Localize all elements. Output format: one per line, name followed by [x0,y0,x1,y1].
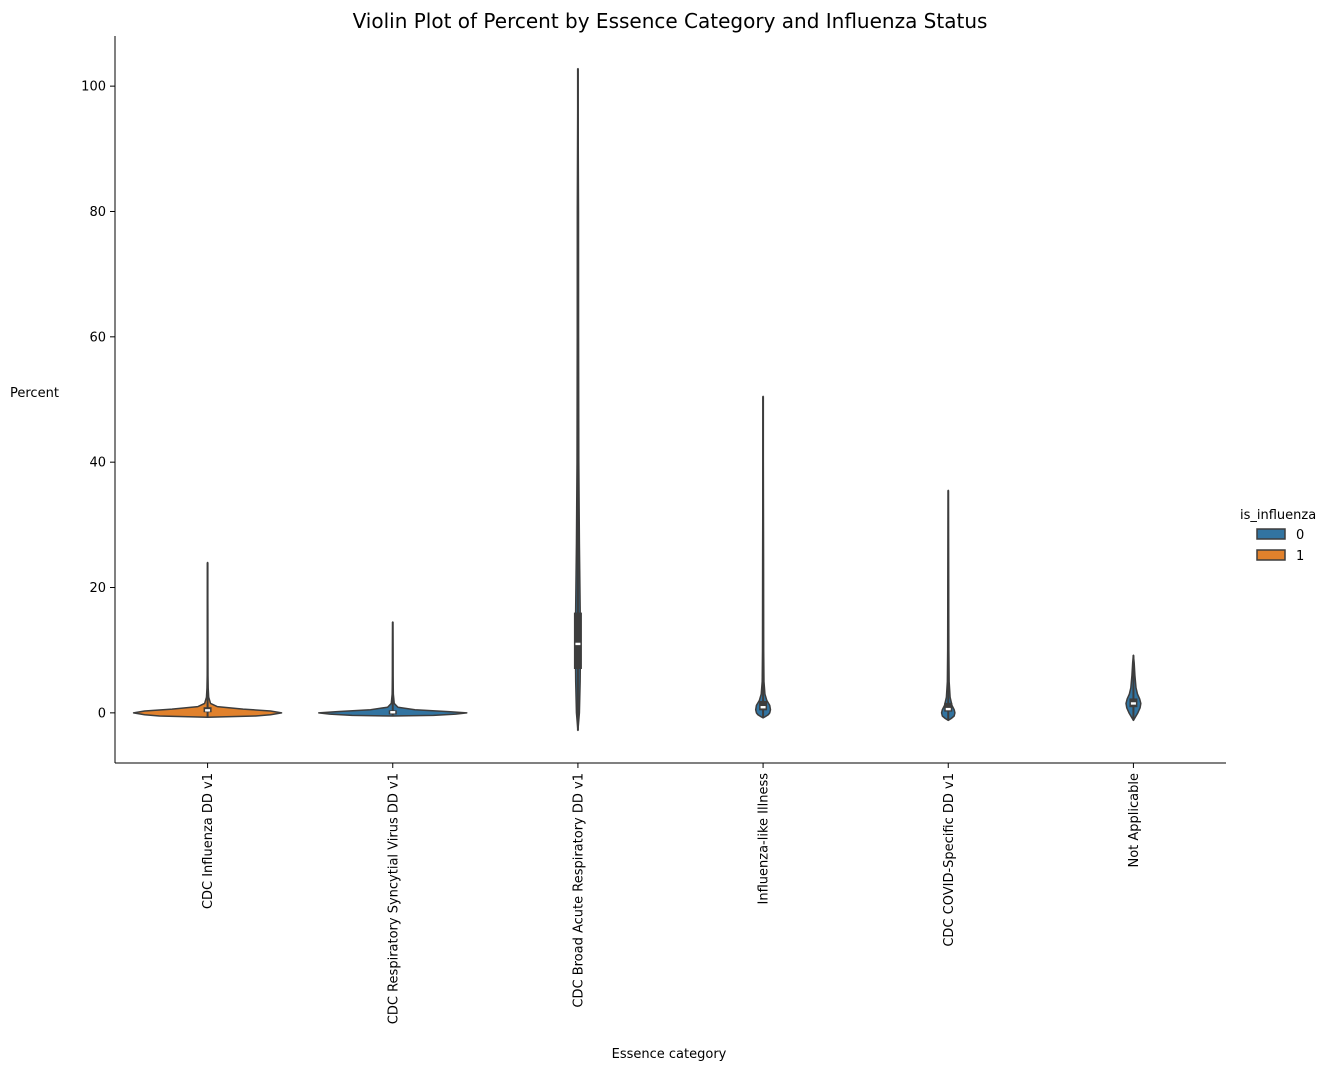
violin-median [1130,702,1136,705]
violin-median [575,642,581,646]
x-tick-label: CDC Broad Acute Respiratory DD v1 [571,773,586,1008]
violin-median [390,711,396,714]
violins [132,67,1142,732]
y-tick-label: 80 [89,205,106,220]
y-tick-label: 60 [89,330,106,345]
y-tick-label: 20 [89,581,106,596]
legend: is_influenza 0 1 [1240,508,1316,564]
y-tick-label: 40 [89,456,106,471]
violin-median [945,707,951,711]
x-tick-label: Influenza-like Illness [757,773,772,905]
legend-swatch-0 [1256,528,1286,540]
y-tick-label: 0 [98,706,106,721]
x-ticks: CDC Influenza DD v1 CDC Respiratory Syncy… [201,763,1142,1024]
x-axis-label: Essence category [612,1047,727,1062]
y-tick-label: 100 [81,80,106,95]
x-tick-label: Not Applicable [1127,773,1142,868]
violin-median [205,709,211,712]
x-tick-label: CDC Influenza DD v1 [201,773,216,909]
y-ticks: 0 20 40 60 80 100 [81,80,115,721]
legend-title: is_influenza [1240,508,1316,523]
y-axis-label: Percent [10,386,59,401]
violin-iqr-box [944,702,953,712]
violin-iqr-box [759,700,768,711]
chart-title: Violin Plot of Percent by Essence Catego… [353,9,988,33]
x-tick-label: CDC Respiratory Syncytial Virus DD v1 [386,773,401,1024]
x-tick-label: CDC COVID-Specific DD v1 [942,773,957,947]
violin-iqr-box [573,612,582,669]
violin-median [760,706,766,709]
legend-label-1: 1 [1296,549,1304,564]
legend-label-0: 0 [1296,528,1304,543]
legend-swatch-1 [1256,549,1286,561]
